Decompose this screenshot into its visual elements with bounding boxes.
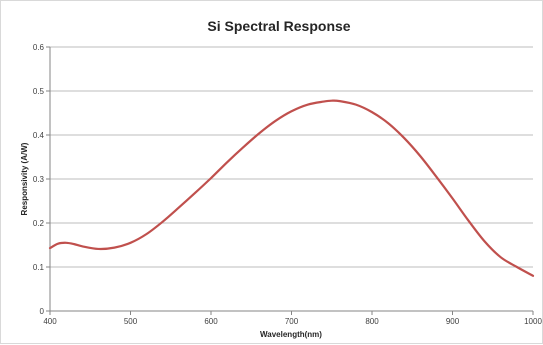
y-tick-label: 0.5 <box>33 87 45 96</box>
y-tick-label: 0.1 <box>33 263 45 272</box>
x-tick-label: 600 <box>204 317 218 326</box>
tick-labels: 0 0.1 0.2 0.3 0.4 0.5 0.6 400 500 600 700 800 900 100… <box>33 43 543 326</box>
x-tick-label: 500 <box>124 317 138 326</box>
y-tick-label: 0.3 <box>33 175 45 184</box>
y-tick-label: 0.2 <box>33 219 45 228</box>
y-tick-label: 0 <box>40 307 45 316</box>
gridlines <box>50 46 533 268</box>
x-tick-label: 800 <box>365 317 379 326</box>
axes <box>46 46 534 315</box>
responsivity-series-line <box>48 99 535 277</box>
y-axis-title: Responsivity (A/W) <box>20 142 29 215</box>
x-tick-label: 900 <box>446 317 460 326</box>
y-tick-label: 0.6 <box>33 43 45 52</box>
series-layer <box>48 99 535 277</box>
x-axis-title: Wavelength(nm) <box>260 330 322 339</box>
x-tick-label: 400 <box>43 317 57 326</box>
y-tick-label: 0.4 <box>33 131 45 140</box>
x-tick-label: 700 <box>285 317 299 326</box>
chart-title: Si Spectral Response <box>207 18 350 34</box>
x-tick-label: 1000 <box>524 317 542 326</box>
